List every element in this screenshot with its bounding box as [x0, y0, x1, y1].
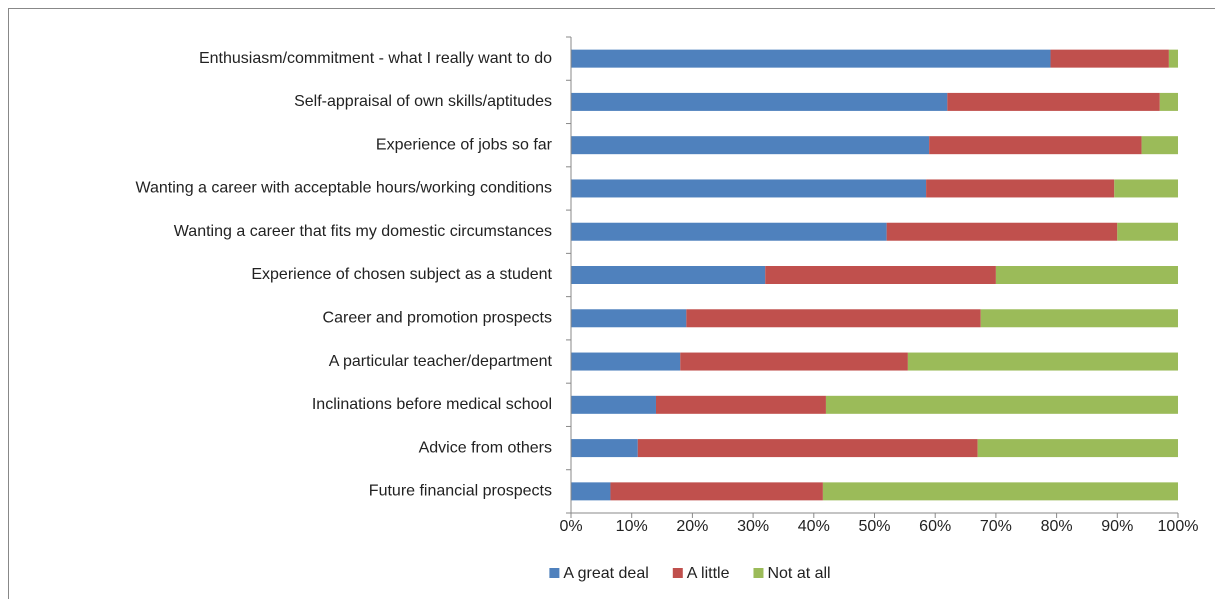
legend-swatch	[549, 568, 560, 578]
bar-segment	[571, 439, 638, 458]
x-tick-label: 100%	[1158, 518, 1199, 535]
bar-segment	[571, 482, 611, 501]
bar-segment	[995, 266, 1178, 284]
bar-segment	[571, 309, 687, 328]
bar-segment	[1117, 222, 1178, 241]
x-tick-label: 70%	[980, 518, 1012, 535]
legend-swatch	[753, 568, 764, 578]
legend-label: A great deal	[563, 565, 648, 582]
y-tick-label: Enthusiasm/commitment - what I really wa…	[199, 50, 552, 67]
bar-segment	[655, 395, 826, 414]
bar-segment	[571, 179, 927, 198]
bar-segment	[1141, 136, 1178, 155]
bar-segment	[1159, 92, 1178, 111]
bar-segment	[686, 309, 981, 328]
bar-segment	[680, 352, 908, 371]
bar-segment	[571, 395, 656, 414]
y-tick-label: Experience of jobs so far	[376, 136, 553, 153]
x-tick-label: 50%	[858, 518, 890, 535]
x-tick-label: 0%	[559, 518, 582, 535]
bar-segment	[571, 222, 887, 241]
x-tick-label: 10%	[616, 518, 648, 535]
bar-segment	[571, 266, 766, 284]
bar-segment	[825, 395, 1178, 414]
legend-swatch	[672, 568, 683, 578]
bar-segment	[980, 309, 1178, 328]
y-tick-label: Advice from others	[419, 439, 552, 456]
y-tick-label: Wanting a career with acceptable hours/w…	[135, 180, 552, 197]
bar-segment	[571, 352, 681, 371]
bar-segment	[947, 92, 1160, 111]
bar-segment	[610, 482, 823, 501]
bar-segment	[571, 92, 948, 111]
bar-segment	[1114, 179, 1178, 198]
legend-label: Not at all	[767, 565, 830, 582]
bar-segment	[929, 136, 1142, 155]
bar-segment	[1050, 49, 1169, 68]
bar-segment	[571, 136, 930, 155]
bar-segment	[886, 222, 1118, 241]
x-tick-label: 30%	[737, 518, 769, 535]
y-tick-label: Wanting a career that fits my domestic c…	[174, 223, 552, 240]
x-tick-label: 40%	[798, 518, 830, 535]
y-tick-label: Experience of chosen subject as a studen…	[251, 266, 552, 283]
bar-segment	[977, 439, 1178, 458]
bar-segment	[926, 179, 1115, 198]
bar-segment	[571, 49, 1051, 68]
x-tick-label: 20%	[676, 518, 708, 535]
bar-segment	[765, 266, 996, 284]
bar-segment	[822, 482, 1178, 501]
x-tick-label: 60%	[919, 518, 951, 535]
y-tick-label: Self-appraisal of own skills/aptitudes	[294, 93, 552, 110]
bar-segment	[637, 439, 978, 458]
y-tick-label: Inclinations before medical school	[312, 396, 552, 413]
x-tick-label: 80%	[1041, 518, 1073, 535]
x-tick-label: 90%	[1101, 518, 1133, 535]
legend-label: A little	[687, 565, 730, 582]
bar-segment	[907, 352, 1178, 371]
y-tick-label: Career and promotion prospects	[323, 309, 552, 326]
y-tick-label: Future financial prospects	[369, 483, 552, 500]
y-tick-label: A particular teacher/department	[329, 353, 553, 370]
bar-segment	[1168, 49, 1178, 68]
